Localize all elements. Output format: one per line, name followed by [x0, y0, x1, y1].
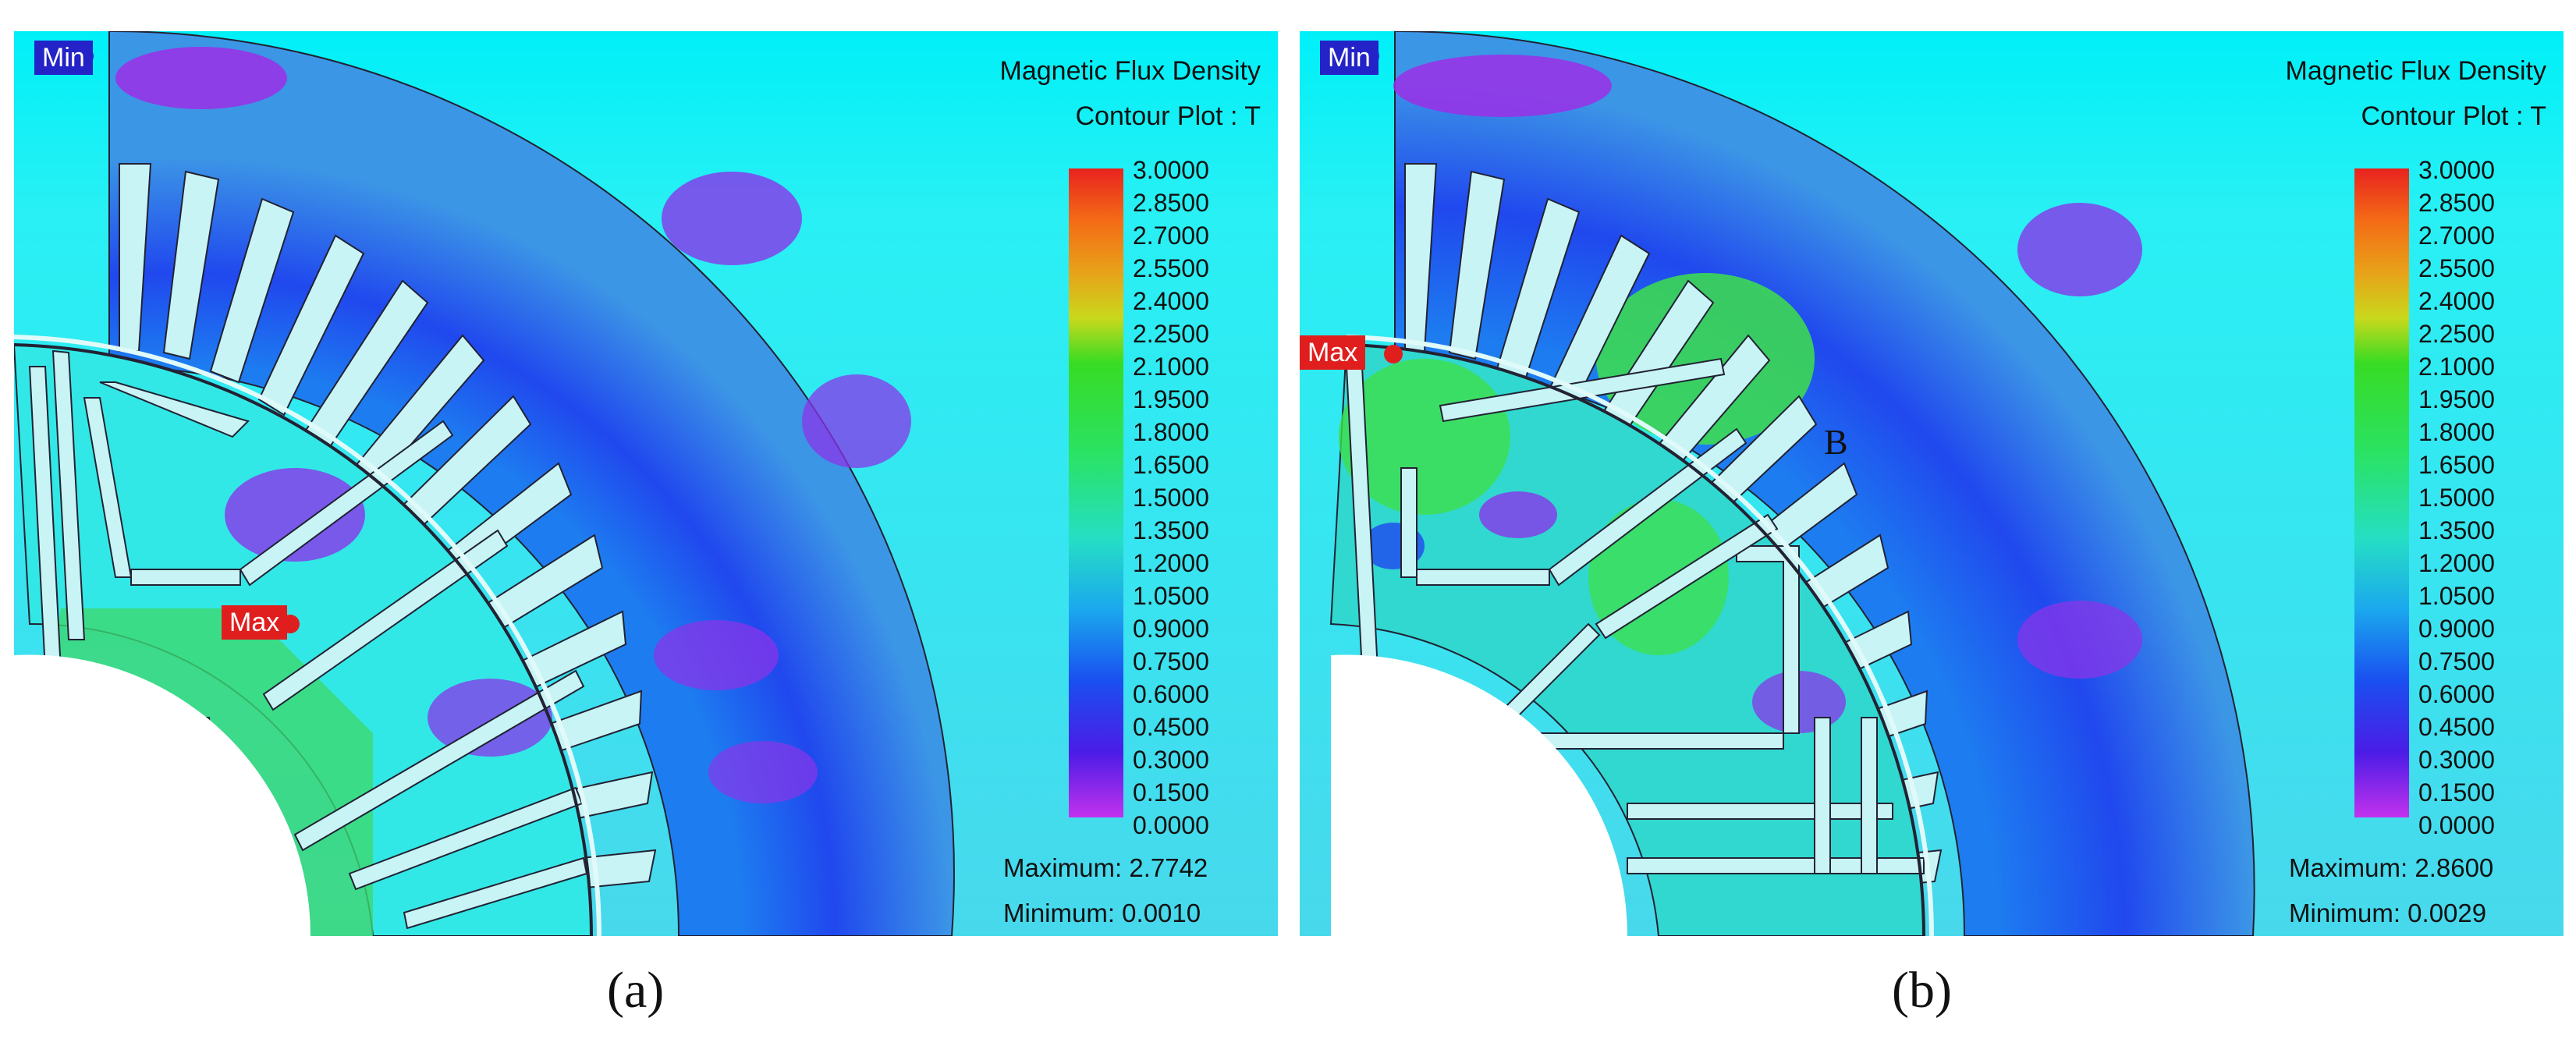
- minimum-value: Minimum: 0.0029: [2289, 899, 2487, 927]
- colorbar-tick: 1.5000: [2418, 484, 2495, 512]
- caption-a: (a): [607, 962, 665, 1019]
- colorbar-tick: 2.7000: [2418, 222, 2495, 250]
- colorbar-tick: 0.4500: [2418, 713, 2495, 741]
- colorbar-tick: 3.0000: [2418, 156, 2495, 184]
- colorbar-tick: 0.0000: [2418, 811, 2495, 839]
- colorbar-tick: 1.9500: [1133, 385, 1209, 413]
- colorbar-tick: 3.0000: [1133, 156, 1209, 184]
- maximum-value: Maximum: 2.7742: [1003, 853, 1208, 882]
- colorbar-tick: 1.3500: [2418, 516, 2495, 544]
- colorbar-tick: 2.1000: [2418, 353, 2495, 381]
- flux-plot-b: [1300, 31, 2564, 936]
- colorbar-tick: 1.0500: [1133, 582, 1209, 610]
- title-line-1: Magnetic Flux Density: [2285, 56, 2546, 86]
- panel-b: Min Max B Magnetic Flux Density Contour …: [1300, 31, 2564, 936]
- max-marker: Max: [1300, 335, 1366, 370]
- colorbar-tick: 1.2000: [1133, 549, 1209, 577]
- colorbar-tick: 0.3000: [2418, 746, 2495, 774]
- colorbar-tick: 2.5500: [2418, 254, 2495, 282]
- colorbar-tick: 1.5000: [1133, 484, 1209, 512]
- region-label: B: [1824, 422, 1848, 462]
- colorbar-tick: 0.4500: [1133, 713, 1209, 741]
- flux-plot-a: [14, 31, 1278, 936]
- plot-title: Magnetic Flux Density Contour Plot : T: [2286, 48, 2546, 139]
- colorbar-tick: 0.1500: [2418, 778, 2495, 807]
- colorbar-tick: 1.9500: [2418, 385, 2495, 413]
- colorbar-tick: 0.9000: [2418, 615, 2495, 643]
- colorbar-tick: 2.1000: [1133, 353, 1209, 381]
- colorbar-tick: 1.6500: [1133, 451, 1209, 479]
- colorbar-tick: 2.4000: [1133, 287, 1209, 315]
- caption-b: (b): [1892, 962, 1952, 1019]
- colorbar-tick: 1.8000: [2418, 418, 2495, 446]
- colorbar-tick: 1.3500: [1133, 516, 1209, 544]
- title-line-2: Contour Plot : T: [2361, 101, 2547, 131]
- minimum-value: Minimum: 0.0010: [1003, 899, 1201, 927]
- colorbar-tick: 2.8500: [2418, 189, 2495, 217]
- colorbar-tick: 1.0500: [2418, 582, 2495, 610]
- colorbar-tick: 0.1500: [1133, 778, 1209, 807]
- colorbar-tick: 0.6000: [2418, 680, 2495, 708]
- colorbar-tick: 0.7500: [2418, 647, 2495, 675]
- colorbar-tick: 2.7000: [1133, 222, 1209, 250]
- min-marker: Min: [1320, 41, 1378, 75]
- title-line-1: Magnetic Flux Density: [999, 56, 1261, 86]
- colorbar-tick: 2.2500: [1133, 320, 1209, 348]
- title-line-2: Contour Plot : T: [1075, 101, 1261, 131]
- colorbar-tick: 0.9000: [1133, 615, 1209, 643]
- colorbar-tick: 1.6500: [2418, 451, 2495, 479]
- plot-title: Magnetic Flux Density Contour Plot : T: [1000, 48, 1261, 139]
- colorbar-tick: 2.5500: [1133, 254, 1209, 282]
- colorbar-tick: 0.6000: [1133, 680, 1209, 708]
- colorbar-tick: 0.3000: [1133, 746, 1209, 774]
- min-marker: Min: [34, 41, 93, 75]
- panel-a: Min Max Magnetic Flux Density Contour Pl…: [14, 31, 1278, 936]
- colorbar-tick: 2.2500: [2418, 320, 2495, 348]
- colorbar-tick: 1.2000: [2418, 549, 2495, 577]
- colorbar-tick: 2.8500: [1133, 189, 1209, 217]
- colorbar-tick: 2.4000: [2418, 287, 2495, 315]
- maximum-value: Maximum: 2.8600: [2289, 853, 2494, 882]
- max-marker: Max: [222, 605, 288, 640]
- colorbar: [1069, 168, 1123, 817]
- colorbar: [2354, 168, 2409, 817]
- colorbar-tick: 0.0000: [1133, 811, 1209, 839]
- colorbar-tick: 0.7500: [1133, 647, 1209, 675]
- colorbar-tick: 1.8000: [1133, 418, 1209, 446]
